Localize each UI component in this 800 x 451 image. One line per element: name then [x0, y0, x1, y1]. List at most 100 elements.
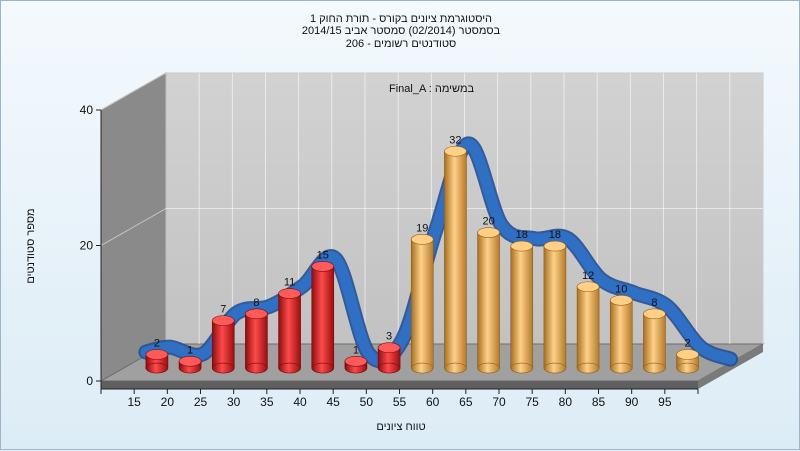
bar-base [245, 362, 268, 374]
bar-base [145, 362, 169, 374]
bar-base [510, 362, 534, 374]
bar-body [510, 245, 534, 369]
bar-body [311, 266, 335, 369]
bar-top [510, 240, 534, 252]
bar-body [211, 320, 235, 369]
bar [609, 294, 633, 374]
y-axis-label: מספר סטודנטים [25, 208, 37, 284]
bar-body [444, 150, 467, 369]
bar-body [643, 313, 666, 369]
bar [245, 308, 268, 374]
bar-value-label: 10 [615, 283, 627, 295]
bar [311, 261, 335, 374]
bar-base [278, 362, 301, 374]
y-tick-label: 0 [86, 374, 93, 388]
bar-base [444, 362, 467, 374]
floor-front-edge [101, 381, 698, 389]
x-tick-label: 15 [127, 395, 141, 409]
bar-top [643, 308, 666, 320]
bar-top [311, 261, 335, 272]
bar-value-label: 32 [449, 134, 461, 146]
bar-top [676, 349, 699, 360]
bar-value-label: 12 [582, 270, 594, 282]
x-tick-label: 35 [260, 395, 274, 409]
bar-base [543, 362, 567, 374]
bar [178, 355, 202, 374]
bar-body [543, 245, 567, 369]
bar-top [576, 281, 600, 293]
x-tick-label: 25 [194, 395, 208, 409]
bar-value-label: 2 [154, 338, 160, 350]
bar [510, 240, 534, 374]
x-tick-label: 85 [592, 395, 606, 409]
bar-value-label: 1 [353, 344, 359, 356]
chart-title-line-1: היסטוגרמת ציונים בקורס - תורת החוק 1 [309, 13, 493, 25]
y-tick-label: 20 [80, 239, 94, 253]
bar-base [377, 362, 401, 374]
inner-series-label: Final_A : במשימה [389, 83, 475, 95]
bar-body [609, 299, 633, 369]
bar-body [410, 239, 434, 369]
bar-value-label: 3 [386, 331, 392, 343]
bar-top [145, 349, 169, 360]
bar-value-label: 8 [651, 297, 657, 309]
bar-base [211, 362, 235, 374]
bar [377, 342, 401, 374]
x-tick-label: 90 [625, 395, 639, 409]
x-tick-label: 30 [227, 395, 241, 409]
x-tick-label: 70 [492, 395, 506, 409]
bar-top [344, 355, 368, 367]
grid-line-side [100, 208, 167, 246]
bar-top [245, 308, 268, 320]
x-tick-label: 60 [426, 395, 440, 409]
bar-value-label: 18 [516, 229, 528, 241]
bar-base [609, 362, 633, 374]
bar-top [410, 234, 434, 245]
chart-title-line-3: סטודנטים רשומים - 206 [345, 38, 457, 50]
bar-body [576, 286, 600, 369]
bar-value-label: 18 [549, 229, 561, 241]
x-tick-label: 95 [658, 395, 672, 409]
bar-value-label: 20 [482, 216, 494, 228]
bar-body [245, 313, 268, 369]
x-tick-label: 50 [360, 395, 374, 409]
bar-top [211, 315, 235, 326]
bar-base [576, 362, 600, 374]
bar-value-label: 15 [317, 249, 329, 261]
bar-value-label: 19 [416, 222, 428, 234]
bar [643, 308, 666, 374]
bar-value-label: 1 [187, 344, 193, 356]
bar-top [377, 342, 401, 354]
grid-line-side [100, 72, 167, 111]
bar-top [444, 145, 467, 157]
bar-value-label: 7 [220, 304, 226, 316]
bar-top [477, 227, 500, 238]
bar [211, 315, 235, 374]
x-tick-label: 75 [525, 395, 539, 409]
bar-top [178, 355, 202, 367]
bar-top [609, 294, 633, 306]
x-tick-label: 45 [326, 395, 340, 409]
bar [676, 349, 699, 374]
bar-base [477, 362, 500, 374]
bar [576, 281, 600, 374]
chart-title-line-2: בסמסטר (02/2014) סמסטר אביב 2014/15 [301, 25, 501, 37]
bar-base [410, 362, 434, 374]
bar [145, 349, 169, 374]
x-tick-label: 55 [393, 395, 407, 409]
x-tick-label: 80 [559, 395, 573, 409]
y-tick-label: 40 [80, 103, 94, 117]
bar-body [477, 232, 500, 369]
bar-base [676, 362, 699, 374]
bar [543, 240, 567, 374]
bar-body [278, 293, 301, 369]
x-tick-label: 65 [459, 395, 473, 409]
x-axis-label: טווח ציונים [376, 421, 426, 433]
bar [344, 355, 368, 374]
x-tick-label: 20 [161, 395, 175, 409]
bar-base [643, 362, 666, 374]
bar-value-label: 2 [685, 338, 691, 350]
bar-value-label: 11 [284, 277, 295, 289]
